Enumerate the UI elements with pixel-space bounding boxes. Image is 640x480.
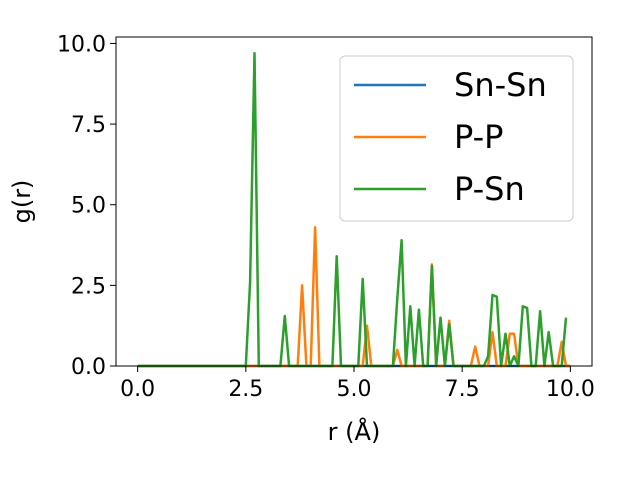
x-tick-label: 5.0 [337, 377, 372, 402]
legend-label-p-p: P-P [454, 118, 503, 156]
y-tick-label: 2.5 [71, 274, 106, 299]
x-tick-label: 7.5 [445, 377, 480, 402]
x-axis-label: r (Å) [328, 417, 381, 446]
y-tick-label: 7.5 [71, 113, 106, 138]
y-axis-label: g(r) [8, 180, 36, 224]
x-axis: 0.0 2.5 5.0 7.5 10.0 [120, 366, 595, 402]
x-tick-label: 2.5 [228, 377, 263, 402]
series-line-p-p [137, 226, 571, 368]
y-tick-label: 5.0 [71, 194, 106, 219]
y-axis: 0.0 2.5 5.0 7.5 10.0 [57, 32, 116, 380]
legend-label-p-sn: P-Sn [454, 170, 525, 208]
y-tick-label: 0.0 [71, 355, 106, 380]
legend: Sn-Sn P-P P-Sn [339, 55, 574, 222]
legend-box [339, 55, 574, 222]
y-tick-label: 10.0 [57, 32, 106, 57]
x-tick-label: 10.0 [546, 377, 595, 402]
legend-label-sn-sn: Sn-Sn [454, 66, 547, 104]
x-tick-label: 0.0 [120, 377, 155, 402]
